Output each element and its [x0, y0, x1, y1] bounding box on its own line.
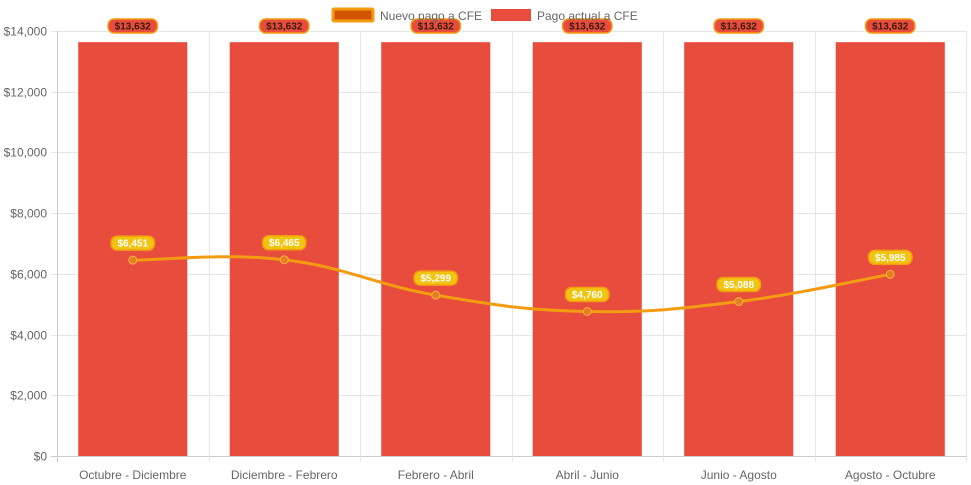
line-data-label-text: $6,451: [117, 239, 148, 250]
legend-label-line[interactable]: Nuevo pago a CFE: [380, 9, 482, 23]
x-tick-label: Febrero - Abril: [398, 468, 474, 482]
line-data-label-text: $6,465: [269, 238, 300, 249]
y-tick-label: $12,000: [4, 86, 48, 100]
line-data-label: $6,451: [110, 235, 156, 251]
bar-data-label: $13,632: [258, 18, 310, 34]
x-tick-label: Junio - Agosto: [701, 468, 777, 482]
line-point[interactable]: [431, 290, 441, 300]
bar-data-label-text: $13,632: [418, 22, 455, 33]
bar-data-label-text: $13,632: [721, 22, 758, 33]
bar-data-label: $13,632: [561, 18, 613, 34]
bar-data-label-text: $13,632: [872, 22, 909, 33]
bar-data-label-text: $13,632: [115, 22, 152, 33]
line-data-label-bg: [413, 270, 459, 286]
line-data-label-text: $5,985: [875, 253, 906, 264]
bar[interactable]: [835, 42, 945, 457]
bar-data-label-text: $13,632: [266, 22, 303, 33]
line-data-label: $4,760: [564, 286, 610, 303]
line-point[interactable]: [885, 269, 895, 279]
bar-data-label-bg: [864, 18, 916, 34]
line-data-label-text: $4,760: [572, 290, 603, 301]
line-data-label-bg: [261, 234, 307, 251]
y-tick-label: $4,000: [10, 329, 47, 343]
bar-data-label-text: $13,632: [569, 22, 606, 33]
x-tick-label: Abril - Junio: [556, 468, 620, 482]
bar-data-label-bg: [107, 18, 159, 34]
y-tick-label: $10,000: [4, 146, 48, 160]
line-layer: [128, 255, 895, 316]
legend-label-bar[interactable]: Pago actual a CFE: [537, 9, 638, 23]
line-data-label: $6,465: [261, 234, 307, 251]
line-data-label-bg: [110, 235, 156, 251]
x-tick-label: Octubre - Diciembre: [79, 468, 187, 482]
grid-layer: [51, 31, 967, 462]
bar-data-label-bg: [258, 18, 310, 34]
y-tick-label: $8,000: [10, 207, 47, 221]
label-layer: $13,632 $13,632 $13,632 $13,632 $13,632 $13,6…: [107, 18, 916, 303]
line-point[interactable]: [128, 255, 138, 265]
line-data-label: $5,985: [867, 249, 913, 266]
legend[interactable]: Nuevo pago a CFE Pago actual a CFE: [331, 7, 638, 23]
line-data-label-bg: [867, 249, 913, 266]
bar-data-label: $13,632: [713, 18, 765, 34]
line-point[interactable]: [279, 255, 289, 265]
legend-swatch-line[interactable]: [331, 7, 375, 23]
bar[interactable]: [532, 42, 642, 457]
bar-data-label-bg: [410, 18, 462, 34]
x-tick-label: Diciembre - Febrero: [231, 468, 338, 482]
y-tick-label: $14,000: [4, 25, 48, 39]
line-data-label-text: $5,299: [420, 274, 451, 285]
x-tick-label: Agosto - Octubre: [845, 468, 936, 482]
bar-data-label: $13,632: [107, 18, 159, 34]
y-tick-label: $2,000: [10, 389, 47, 403]
bar-data-label: $13,632: [864, 18, 916, 34]
y-tick-label: $0: [34, 450, 48, 464]
series-line: [132, 255, 891, 314]
bar-data-label: $13,632: [410, 18, 462, 34]
line-data-label: $5,088: [716, 276, 762, 293]
bar[interactable]: [381, 42, 491, 457]
bar-data-label-bg: [713, 18, 765, 34]
bar[interactable]: [684, 42, 794, 457]
line-data-label-text: $5,088: [723, 280, 754, 291]
bar-layer: [78, 42, 945, 457]
line-point[interactable]: [582, 307, 592, 316]
line-data-label-bg: [564, 286, 610, 303]
axis-layer: $0 $2,000 $4,000 $6,000 $8,000 $10,000 $12,000…: [4, 25, 936, 483]
y-tick-label: $6,000: [10, 268, 47, 282]
legend-swatch-bar[interactable]: [491, 9, 531, 21]
line-data-label-bg: [716, 276, 762, 293]
line-point[interactable]: [734, 297, 744, 307]
bar-data-label-bg: [561, 18, 613, 34]
line-data-label: $5,299: [413, 270, 459, 286]
